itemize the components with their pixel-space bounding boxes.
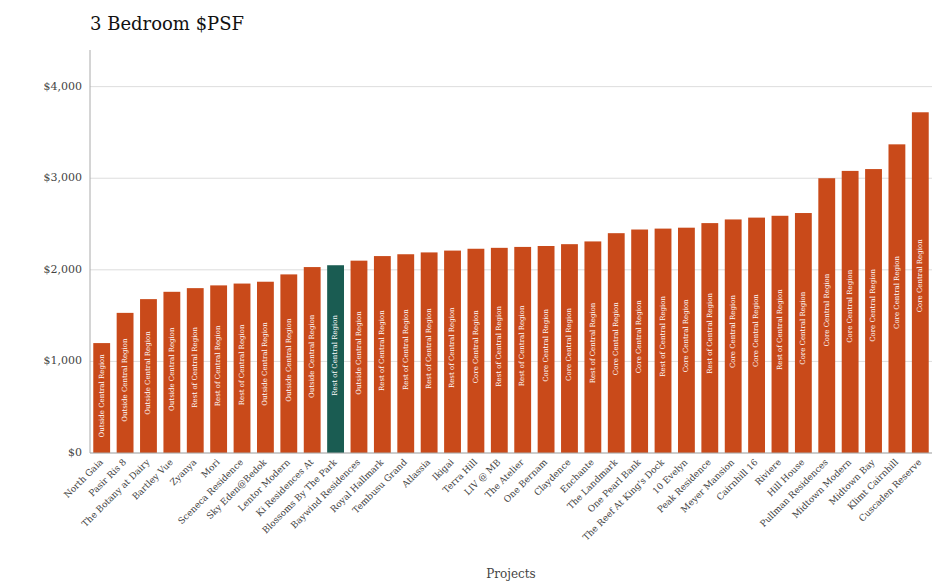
bar <box>374 256 391 453</box>
bar-annotation: Outside Central Region <box>285 318 293 402</box>
bar <box>257 282 274 453</box>
bar <box>304 267 321 453</box>
bar-annotation: Core Central Region <box>823 273 831 346</box>
bar-annotation: Rest of Central Region <box>448 307 456 388</box>
y-tick-label: $0 <box>68 446 82 459</box>
bar <box>327 265 344 453</box>
bar-annotation: Outside Central Region <box>261 322 269 406</box>
x-tick-label: The Reef At King's Dock <box>581 457 667 543</box>
bar <box>421 252 438 453</box>
grid-line <box>90 86 932 87</box>
grid-line <box>90 453 932 454</box>
bar-annotation: Core Central Region <box>565 307 573 380</box>
bar-annotation: Rest of Central Region <box>589 302 597 383</box>
bar <box>397 254 414 453</box>
bar <box>655 229 672 453</box>
bar-annotation: Core Central Region <box>799 291 807 364</box>
bar <box>584 241 601 453</box>
y-tick-label: $3,000 <box>44 171 83 184</box>
bars <box>93 112 928 453</box>
bar-annotation: Core Central Region <box>682 299 690 372</box>
bar <box>561 244 578 453</box>
bar-annotation: Core Central Region <box>893 256 901 329</box>
bar <box>93 343 110 453</box>
bar <box>163 292 180 453</box>
bar <box>795 213 812 453</box>
bar <box>678 228 695 453</box>
bar <box>210 285 227 453</box>
bar-annotation: Rest of Central Region <box>519 305 527 386</box>
bar <box>514 247 531 453</box>
bar <box>280 274 297 453</box>
bar-annotation: Rest of Central Region <box>706 293 714 374</box>
bar-annotation: Core Central Region <box>472 310 480 383</box>
bar <box>912 112 929 453</box>
bar <box>444 251 461 453</box>
bar-annotation: Outside Central Region <box>144 331 152 415</box>
bar-annotation: Rest of Central Region <box>378 310 386 391</box>
bar-annotation: Core Central Region <box>612 302 620 375</box>
bar-annotation: Core Central Region <box>542 308 550 381</box>
bar <box>842 171 859 453</box>
bar-annotation: Outside Central Region <box>168 327 176 411</box>
x-axis-label: Projects <box>486 567 536 581</box>
bar-annotation: Rest of Central Region <box>238 324 246 405</box>
bar <box>888 144 905 453</box>
bar <box>491 248 508 453</box>
bar-annotation: Core Central Region <box>729 295 737 368</box>
bar-annotation: Rest of Central Region <box>659 295 667 376</box>
bar-annotation: Rest of Central Region <box>495 305 503 386</box>
y-axis-line <box>90 50 91 453</box>
bar <box>725 219 742 453</box>
bar-annotation: Core Central Region <box>752 294 760 367</box>
bar <box>187 288 204 453</box>
bar-annotation: Core Central Region <box>846 269 854 342</box>
bar <box>772 216 789 453</box>
y-tick-label: $2,000 <box>44 263 83 276</box>
bar-annotation: Outside Central Region <box>121 338 129 422</box>
y-grid <box>90 87 932 453</box>
y-tick-label: $4,000 <box>44 80 83 93</box>
y-tick-label: $1,000 <box>44 354 83 367</box>
bar <box>631 230 648 453</box>
bar-annotation: Outside Central Region <box>355 311 363 395</box>
bar-annotation: Rest of Central Region <box>425 308 433 389</box>
bar <box>748 218 765 453</box>
bar <box>865 169 882 453</box>
bar-annotation: Rest of Central Region <box>402 309 410 390</box>
bar <box>538 246 555 453</box>
x-axis-line <box>90 453 932 454</box>
bar <box>117 313 134 453</box>
bar <box>140 299 157 453</box>
grid-line <box>90 178 932 179</box>
bar-annotation: Core Central Region <box>869 268 877 341</box>
title: 3 Bedroom $PSF <box>90 13 244 34</box>
x-tick-label: Tembusu Grand <box>351 457 409 515</box>
bar <box>351 261 368 453</box>
bar-annotation: Outside Central Region <box>98 354 106 438</box>
x-tick-label: Cuscaden Reserve <box>857 457 924 524</box>
chart: $0 $1,000 $2,000 $3,000 $4,000 Outside Centra… <box>0 0 952 588</box>
bar-annotation: Rest of Central Region <box>331 315 339 396</box>
bar <box>818 178 835 453</box>
x-tick-label: Atlassia <box>399 457 432 490</box>
bar-annotation: Rest of Central Region <box>214 325 222 406</box>
bar <box>701 223 718 453</box>
x-tick-label: Zyanya <box>168 457 199 488</box>
bar <box>234 284 251 453</box>
bar-annotation: Rest of Central Region <box>776 289 784 370</box>
bar-annotation: Outside Central Region <box>308 314 316 398</box>
bar-annotation: Core Central Region <box>635 300 643 373</box>
bar <box>608 233 625 453</box>
bar <box>467 249 484 453</box>
bar-annotation: Rest of Central Region <box>191 326 199 407</box>
bar-annotation: Core Central Region <box>916 239 924 312</box>
